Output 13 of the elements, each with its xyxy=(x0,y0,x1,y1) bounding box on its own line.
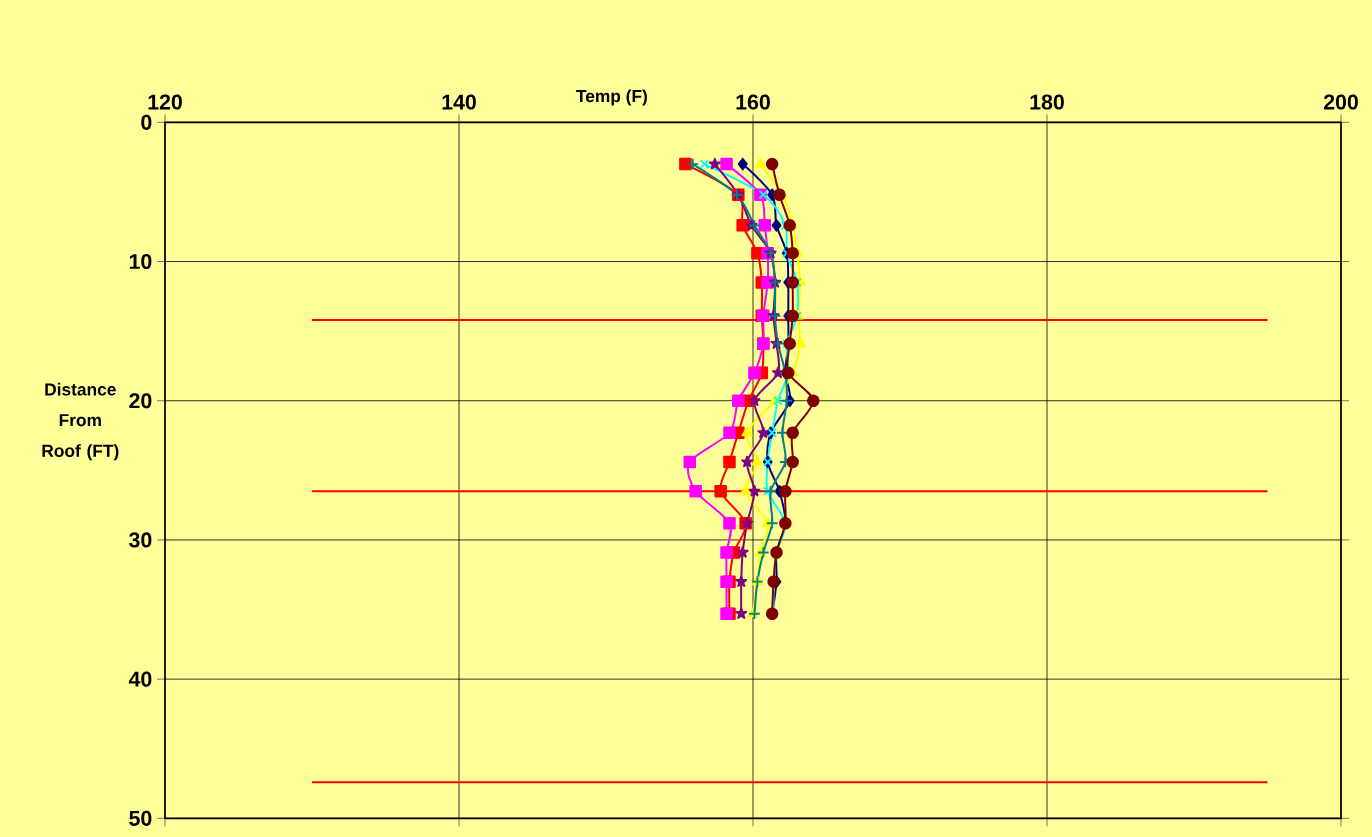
y-tick-label: 30 xyxy=(129,532,152,548)
y-tick-label: 20 xyxy=(129,393,152,409)
x-tick-label: 160 xyxy=(736,94,770,110)
y-tick-label: 10 xyxy=(129,253,152,270)
x-tick-label: 120 xyxy=(148,94,182,110)
y-tick-label: 0 xyxy=(141,114,152,130)
x-tick-label: 140 xyxy=(442,94,476,110)
x-tick-label: 180 xyxy=(1030,94,1064,110)
x-axis-title: Temp (F) xyxy=(576,89,647,106)
y-tick-label: 50 xyxy=(129,810,152,826)
y-tick-label: 40 xyxy=(128,671,152,687)
x-tick-label: 200 xyxy=(1323,94,1358,110)
y-axis-title: Distance From Roof (FT) xyxy=(42,382,119,461)
